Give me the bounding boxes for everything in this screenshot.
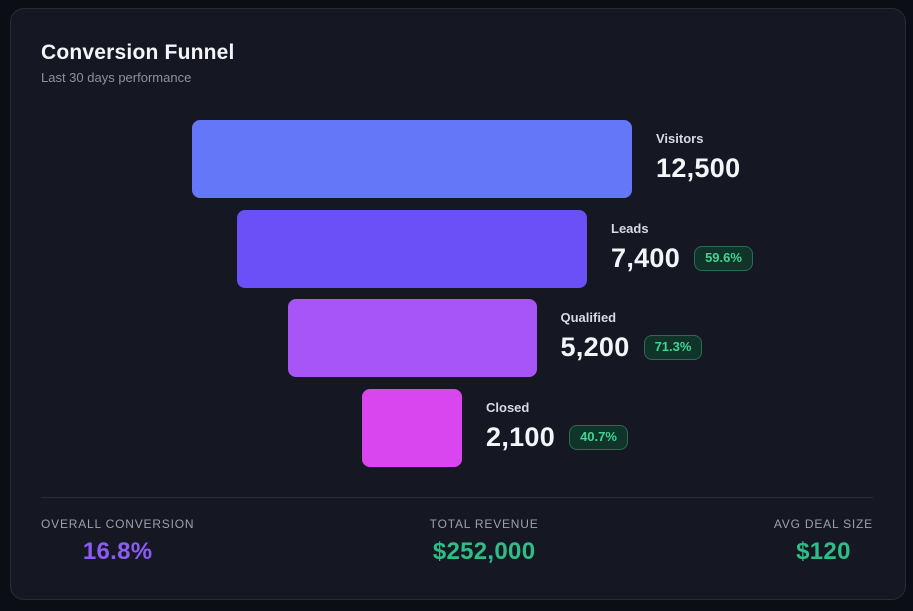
funnel-stage-label: Closed [486, 400, 530, 415]
funnel-stage-labels: Qualified 5,200 71.3% [561, 309, 703, 363]
funnel-bar[interactable] [362, 389, 462, 467]
funnel-stage-value: 12,500 [656, 153, 741, 183]
stat-value: $120 [796, 538, 851, 565]
stat-label: AVG DEAL SIZE [773, 517, 873, 531]
funnel-stage-value-row: 5,200 71.3% [561, 331, 703, 363]
stat-total-revenue: TOTAL REVENUE $252,000 [430, 517, 539, 566]
funnel-stage-label: Leads [611, 221, 649, 236]
page-title: Conversion Funnel [41, 41, 235, 64]
funnel-stage-label: Qualified [560, 310, 617, 325]
funnel-stage-labels: Closed 2,100 40.7% [486, 399, 628, 453]
stat-avg-deal-size: AVG DEAL SIZE $120 [774, 517, 873, 566]
funnel-stage-row: Qualified 5,200 71.3% [11, 299, 905, 377]
funnel-chart: Visitors 12,500 Leads 7,400 59.6% Qualif… [11, 120, 905, 467]
funnel-stage-label: Visitors [656, 131, 704, 146]
funnel-stage-value-row: 7,400 59.6% [611, 242, 753, 274]
funnel-stage-row: Leads 7,400 59.6% [11, 210, 905, 288]
conversion-rate-badge: 71.3% [643, 334, 703, 360]
card-header: Conversion Funnel Last 30 days performan… [11, 9, 905, 85]
funnel-stage-value-row: 12,500 [656, 152, 740, 184]
funnel-stage-labels: Leads 7,400 59.6% [611, 220, 753, 274]
funnel-stage-value: 2,100 [486, 422, 556, 452]
funnel-stage-row: Closed 2,100 40.7% [11, 389, 905, 467]
funnel-stage-value: 5,200 [560, 332, 630, 362]
funnel-bar[interactable] [287, 299, 537, 377]
funnel-bar[interactable] [237, 210, 587, 288]
funnel-stage-labels: Visitors 12,500 [656, 130, 740, 184]
funnel-bar[interactable] [192, 120, 632, 198]
funnel-stage-value-row: 2,100 40.7% [486, 421, 628, 453]
funnel-stage-value: 7,400 [611, 243, 681, 273]
stat-value: 16.8% [82, 538, 153, 565]
stat-overall-conversion: OVERALL CONVERSION 16.8% [41, 517, 194, 566]
stat-label: TOTAL REVENUE [429, 517, 539, 531]
conversion-rate-badge: 40.7% [569, 424, 628, 450]
conversion-funnel-card: Conversion Funnel Last 30 days performan… [10, 8, 906, 600]
conversion-rate-badge: 59.6% [694, 245, 753, 271]
stat-label: OVERALL CONVERSION [41, 517, 195, 531]
page-subtitle: Last 30 days performance [41, 70, 192, 85]
funnel-stage-row: Visitors 12,500 [11, 120, 905, 198]
summary-footer: OVERALL CONVERSION 16.8% TOTAL REVENUE $… [41, 497, 873, 566]
stat-value: $252,000 [432, 538, 536, 565]
